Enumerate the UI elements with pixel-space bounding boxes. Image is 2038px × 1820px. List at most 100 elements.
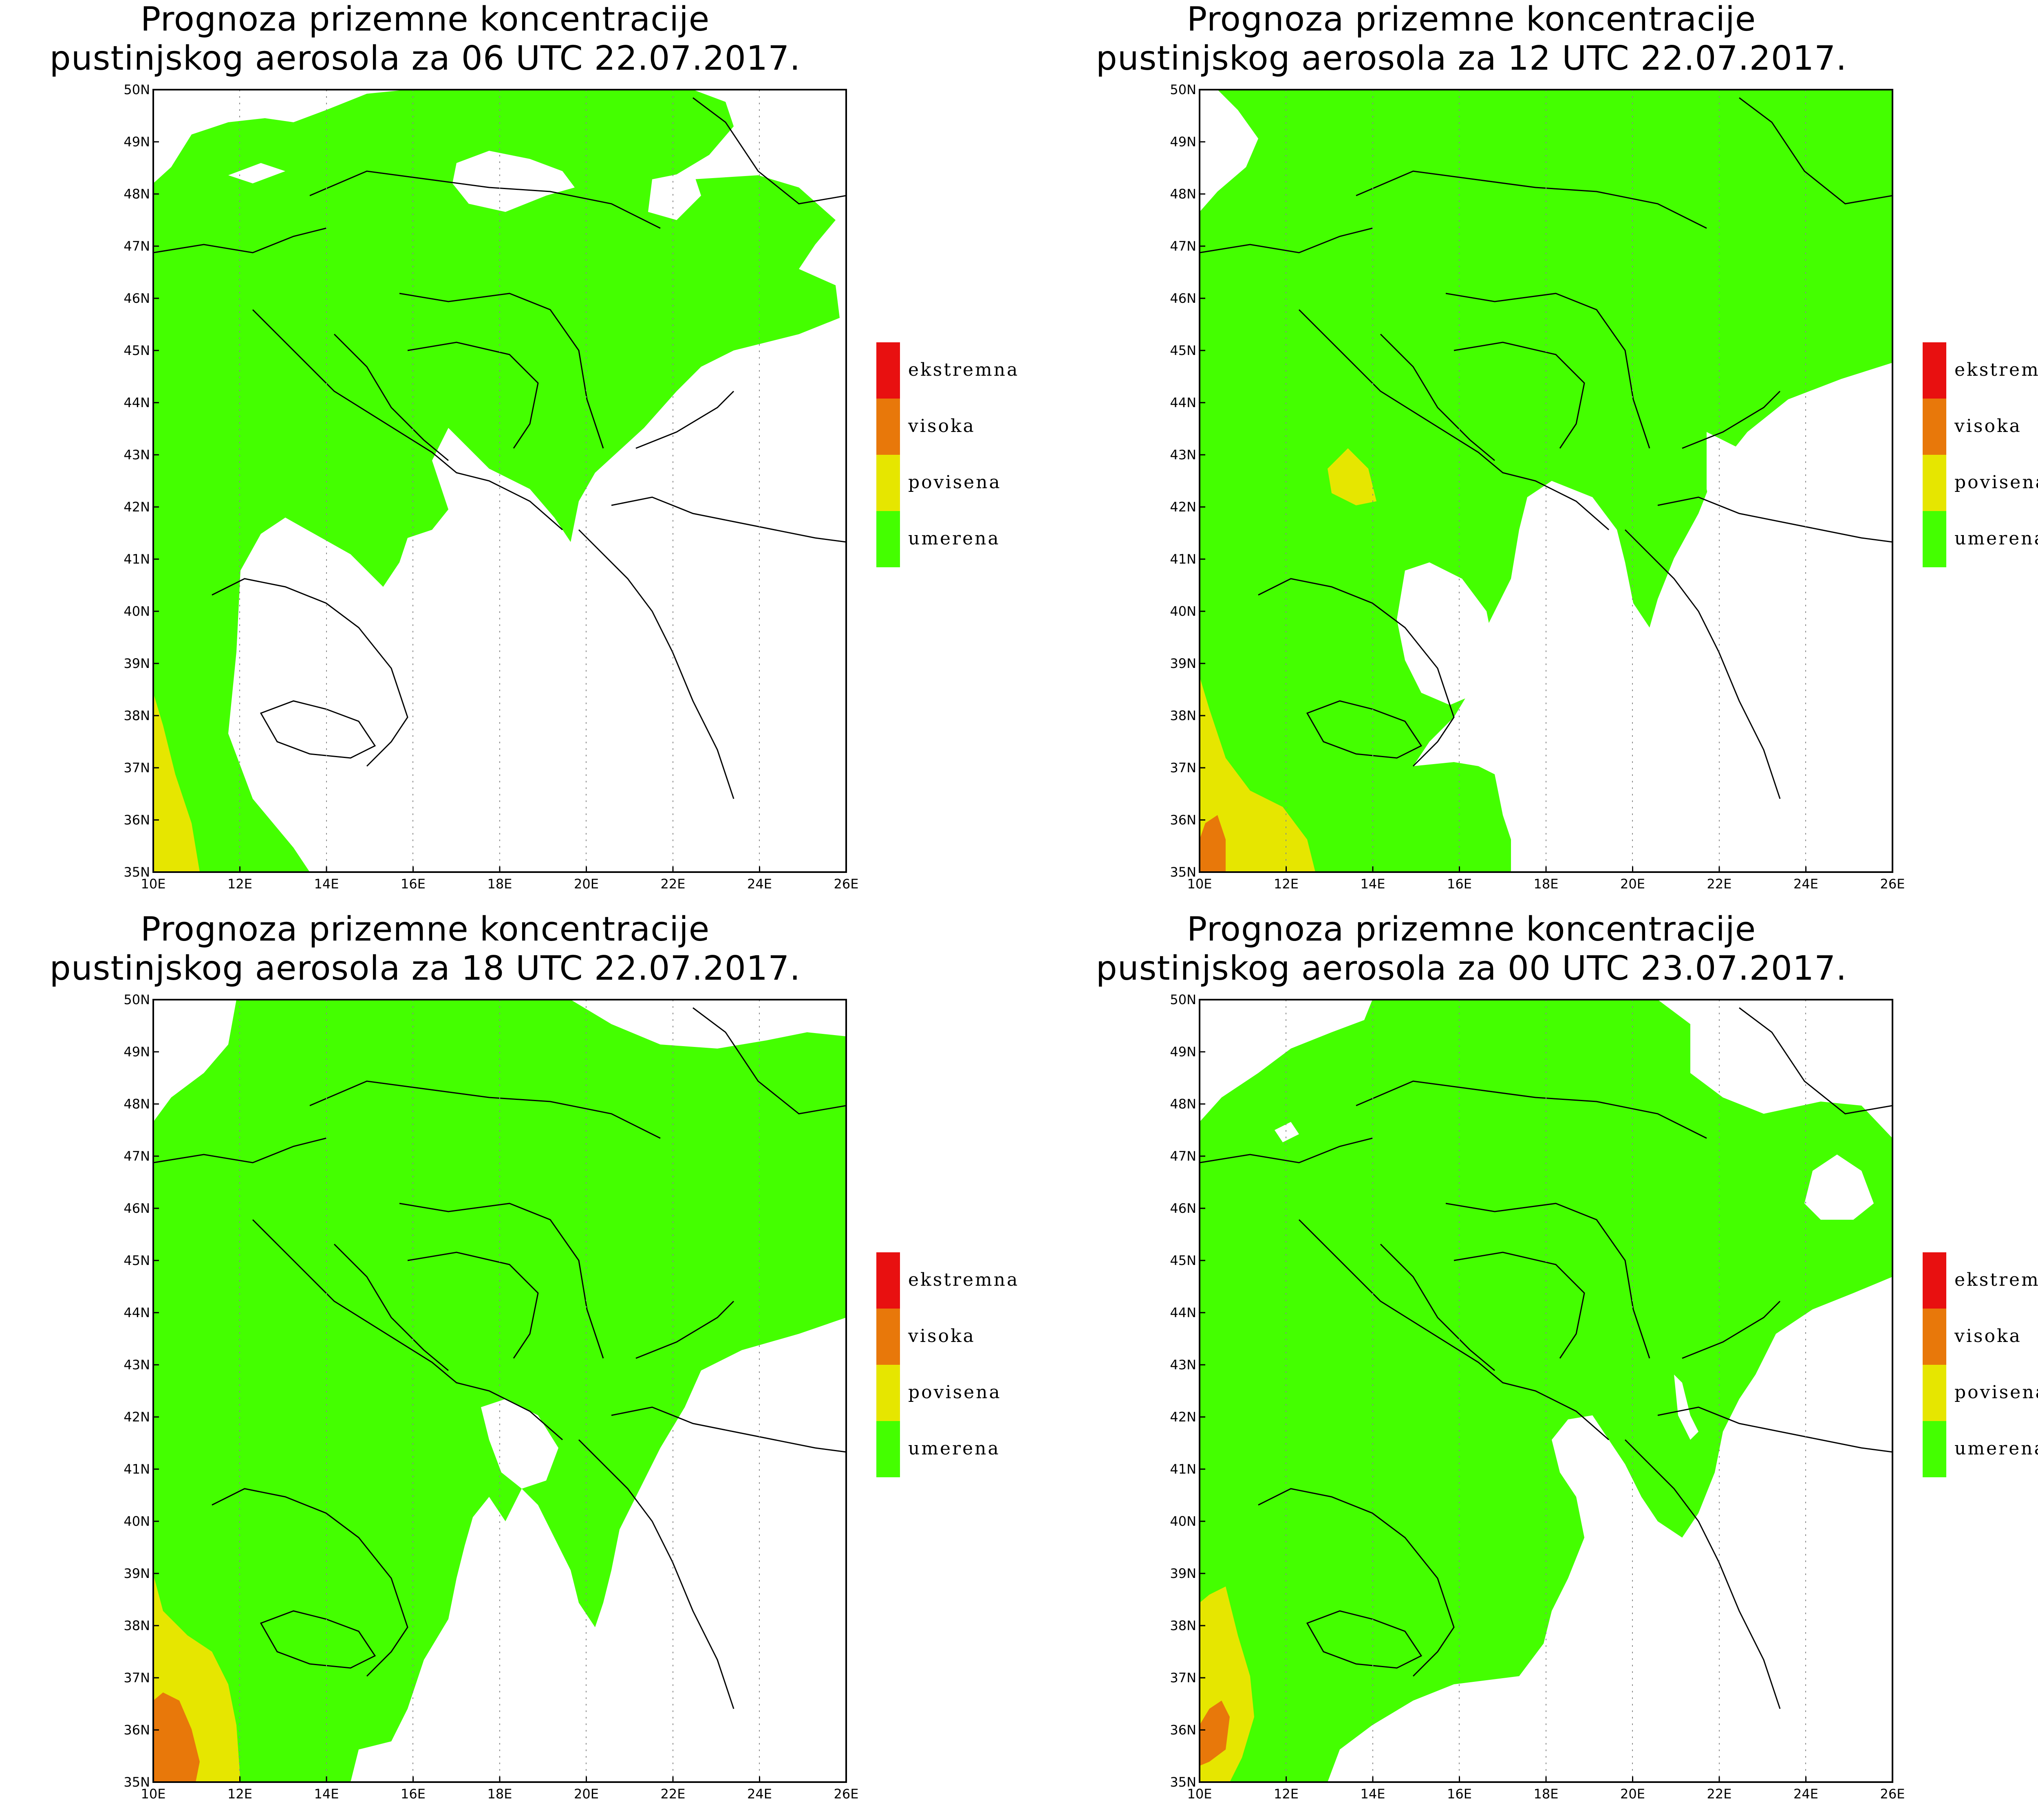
title-line-2: pustinjskog aerosola za 00 UTC 23.07.201… [1096, 949, 1847, 988]
lon-tick-label: 24E [1793, 876, 1818, 892]
legend-swatch-povisena [876, 455, 900, 511]
visoka-area [1200, 815, 1226, 872]
grid-lines [239, 1000, 760, 1782]
lat-tick-label: 44N [124, 395, 150, 410]
lat-tick-label: 47N [1170, 1148, 1196, 1164]
lat-tick-label: 39N [1170, 1566, 1196, 1581]
lat-tick-label: 44N [1170, 1305, 1196, 1320]
umerena-area [153, 90, 840, 872]
legend-swatch-visoka [876, 1309, 900, 1365]
lat-tick-label: 45N [1170, 343, 1196, 358]
legend-label-visoka: visoka [908, 1326, 975, 1346]
lon-tick-label: 24E [747, 876, 772, 892]
lon-tick-label: 20E [574, 1786, 599, 1802]
lat-tick-label: 49N [124, 134, 150, 150]
lat-tick-label: 47N [1170, 238, 1196, 254]
lon-tick-label: 18E [1534, 876, 1559, 892]
map-00utc: 35N 36N 37N 38N 39N 40N 41N 42N 43N 44N 45N 46N 47N 4… [1170, 992, 2038, 1802]
lon-tick-label: 20E [1620, 1786, 1645, 1802]
legend-label-povisena: povisena [908, 1382, 1001, 1403]
legend-swatch-ekstremna [876, 1252, 900, 1309]
legend-label-povisena: povisena [1954, 472, 2038, 493]
lon-tick-label: 22E [1707, 1786, 1732, 1802]
legend-label-visoka: visoka [1954, 416, 2022, 436]
lat-tick-label: 44N [124, 1305, 150, 1320]
lat-tick-label: 38N [124, 708, 150, 723]
lat-tick-label: 41N [1170, 1461, 1196, 1477]
lat-tick-label: 40N [1170, 604, 1196, 619]
lat-tick-label: 41N [124, 551, 150, 567]
lat-tick-label: 42N [1170, 1409, 1196, 1425]
legend-label-umerena: umerena [908, 1438, 1000, 1459]
lat-tick-label: 46N [124, 1201, 150, 1216]
legend-swatch-ekstremna [1923, 1252, 1946, 1309]
lat-tick-label: 36N [1170, 812, 1196, 828]
lat-tick-label: 36N [124, 1722, 150, 1738]
lat-tick-label: 50N [124, 82, 150, 97]
lat-tick-label: 50N [1170, 82, 1196, 97]
lat-tick-label: 48N [124, 186, 150, 202]
lat-tick-label: 46N [1170, 291, 1196, 306]
legend-label-ekstremna: ekstremna [1954, 1269, 2038, 1290]
lon-tick-label: 22E [661, 1786, 686, 1802]
legend-label-umerena: umerena [1954, 1438, 2038, 1459]
lon-tick-label: 18E [487, 1786, 512, 1802]
country-borders [153, 97, 846, 799]
legend-swatch-povisena [1923, 1365, 1946, 1421]
country-borders [1200, 1007, 1892, 1709]
lat-tick-label: 43N [124, 1357, 150, 1373]
lat-tick-label: 49N [124, 1044, 150, 1060]
lat-tick-label: 45N [124, 1253, 150, 1268]
title-line-1: Prognoza prizemne koncentracije [1187, 910, 1756, 949]
lon-tick-label: 10E [141, 876, 166, 892]
legend-label-ekstremna: ekstremna [908, 359, 1019, 380]
lat-tick-label: 37N [1170, 1670, 1196, 1686]
legend-label-povisena: povisena [1954, 1382, 2038, 1403]
legend-swatch-umerena [1923, 511, 1946, 567]
panel-title: Prognoza prizemne koncentracije pustinjs… [0, 910, 850, 988]
title-line-2: pustinjskog aerosola za 06 UTC 22.07.201… [49, 39, 801, 78]
lat-tick-label: 42N [124, 499, 150, 515]
lon-tick-label: 10E [1187, 1786, 1212, 1802]
lat-tick-label: 43N [1170, 447, 1196, 463]
lon-tick-label: 10E [141, 1786, 166, 1802]
povisena-area-2 [1328, 448, 1376, 505]
legend-label-umerena: umerena [1954, 528, 2038, 549]
lat-tick-label: 37N [124, 760, 150, 776]
lat-tick-label: 40N [124, 604, 150, 619]
lon-tick-label: 24E [747, 1786, 772, 1802]
lon-tick-label: 12E [227, 1786, 252, 1802]
lat-tick-label: 36N [1170, 1722, 1196, 1738]
legend-label-visoka: visoka [1954, 1326, 2022, 1346]
panel-title: Prognoza prizemne koncentracije pustinjs… [1046, 910, 1897, 988]
lon-tick-label: 10E [1187, 876, 1212, 892]
lat-tick-label: 35N [124, 864, 150, 880]
lon-tick-label: 26E [1880, 1786, 1905, 1802]
legend-swatch-umerena [876, 511, 900, 567]
panel-title: Prognoza prizemne koncentracije pustinjs… [1046, 0, 1897, 78]
panel-title: Prognoza prizemne koncentracije pustinjs… [0, 0, 850, 78]
lon-tick-label: 16E [401, 1786, 426, 1802]
lon-tick-label: 16E [1447, 1786, 1472, 1802]
lat-tick-label: 50N [124, 992, 150, 1007]
title-line-2: pustinjskog aerosola za 18 UTC 22.07.201… [49, 949, 801, 988]
lat-tick-label: 39N [124, 1566, 150, 1581]
legend-swatch-povisena [876, 1365, 900, 1421]
lon-tick-label: 24E [1793, 1786, 1818, 1802]
legend-label-povisena: povisena [908, 472, 1001, 493]
legend-label-visoka: visoka [908, 416, 975, 436]
visoka-area [1200, 1701, 1230, 1766]
lat-tick-label: 37N [1170, 760, 1196, 776]
legend: ekstremna visoka povisena umerena [876, 342, 1019, 567]
legend-swatch-povisena [1923, 455, 1946, 511]
lat-tick-label: 37N [124, 1670, 150, 1686]
lat-tick-label: 39N [1170, 656, 1196, 671]
legend-swatch-ekstremna [876, 342, 900, 399]
lon-tick-label: 16E [401, 876, 426, 892]
lat-tick-label: 35N [1170, 864, 1196, 880]
title-line-1: Prognoza prizemne koncentracije [1187, 0, 1756, 39]
lat-tick-label: 46N [1170, 1201, 1196, 1216]
lat-tick-label: 39N [124, 656, 150, 671]
map-18utc: 35N 36N 37N 38N 39N 40N 41N 42N 43N 44N 45N 46N 47N 4… [124, 992, 1017, 1802]
lat-tick-label: 50N [1170, 992, 1196, 1007]
